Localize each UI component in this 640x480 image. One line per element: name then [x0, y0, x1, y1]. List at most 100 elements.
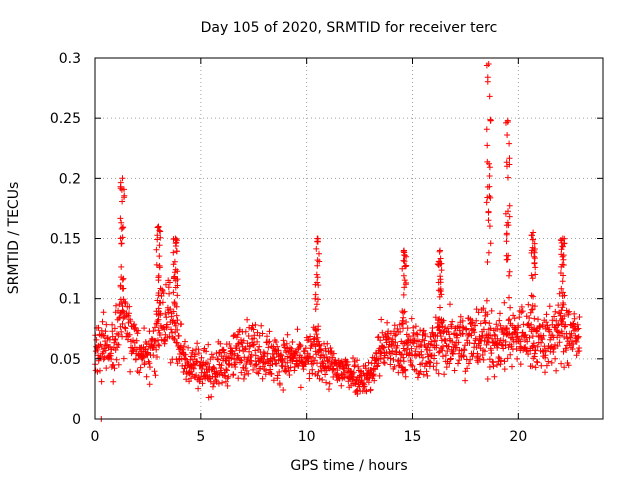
data-point — [154, 297, 161, 304]
data-point — [137, 364, 144, 371]
data-point — [400, 358, 407, 365]
data-point — [182, 338, 188, 345]
data-point — [314, 238, 321, 245]
data-point — [119, 320, 126, 327]
data-point — [401, 277, 408, 284]
data-point — [501, 358, 508, 365]
data-point — [412, 348, 419, 355]
data-point — [126, 331, 133, 338]
data-point — [484, 142, 491, 149]
data-point — [286, 372, 293, 378]
data-point — [539, 336, 546, 343]
data-point — [256, 343, 263, 350]
data-point — [338, 382, 345, 389]
data-point — [118, 240, 125, 247]
data-point — [573, 352, 580, 359]
data-point — [498, 341, 505, 348]
data-point — [315, 323, 322, 330]
data-point — [400, 354, 407, 361]
data-point — [543, 311, 550, 318]
data-point — [571, 315, 578, 322]
data-point — [360, 380, 366, 386]
data-point — [529, 306, 536, 313]
data-point — [225, 373, 232, 380]
data-point — [162, 310, 169, 317]
data-point — [522, 331, 529, 338]
data-point — [433, 360, 440, 367]
data-point — [528, 272, 535, 279]
data-point — [313, 331, 320, 338]
data-point — [231, 356, 238, 363]
data-point — [551, 313, 558, 320]
data-point — [334, 367, 341, 374]
data-point — [507, 351, 514, 358]
data-point — [316, 375, 323, 382]
data-point — [455, 360, 461, 367]
data-point — [558, 285, 565, 292]
data-point — [517, 338, 524, 345]
data-point — [317, 363, 324, 370]
data-point — [117, 215, 124, 222]
data-point — [378, 316, 385, 323]
data-point — [152, 324, 158, 331]
data-point — [462, 377, 469, 384]
data-point — [420, 371, 427, 378]
y-axis-label: SRMTID / TECUs — [6, 182, 22, 295]
data-point — [171, 336, 178, 342]
data-point — [485, 249, 492, 256]
data-point — [323, 379, 330, 386]
data-point — [401, 247, 407, 254]
data-point — [570, 341, 577, 347]
data-point — [509, 336, 516, 343]
x-axis-label: GPS time / hours — [290, 458, 407, 474]
data-point — [195, 350, 202, 357]
data-point — [437, 276, 444, 283]
data-point — [503, 231, 510, 238]
y-tick-label: 0.15 — [50, 232, 81, 248]
data-point — [447, 355, 454, 362]
data-point — [157, 332, 163, 338]
data-point — [322, 371, 329, 378]
data-point — [560, 289, 566, 296]
data-point — [574, 326, 581, 333]
data-point — [143, 373, 150, 380]
tick-labels: 0 5 10 15 20 0 0.05 0.1 0.15 0.2 0.25 0.3 — [50, 51, 527, 445]
data-point — [550, 345, 557, 351]
y-tick-label: 0 — [72, 412, 81, 428]
data-point — [121, 186, 127, 193]
data-point — [556, 339, 563, 346]
data-point — [174, 317, 181, 324]
data-point — [119, 276, 126, 283]
data-point — [525, 351, 532, 358]
data-point — [242, 345, 249, 352]
y-tick-label: 0.05 — [50, 352, 81, 368]
data-point — [434, 261, 441, 267]
data-point — [330, 365, 337, 372]
data-point — [220, 346, 227, 353]
data-point — [562, 321, 569, 328]
data-point — [103, 321, 110, 328]
data-point — [484, 311, 491, 318]
data-point — [404, 346, 411, 353]
data-point — [431, 352, 438, 359]
data-point — [519, 308, 526, 315]
data-point — [369, 372, 376, 379]
data-point — [398, 363, 405, 370]
data-point — [506, 330, 513, 337]
data-point — [494, 325, 501, 332]
data-point — [505, 344, 512, 351]
data-point — [365, 359, 372, 366]
data-point — [575, 333, 582, 340]
data-point — [280, 337, 287, 344]
data-point — [560, 262, 567, 268]
data-point — [468, 332, 475, 339]
data-point — [482, 319, 489, 326]
data-point — [165, 284, 172, 291]
data-point — [154, 354, 160, 360]
data-point — [486, 164, 493, 171]
data-point — [241, 371, 248, 378]
data-point — [400, 272, 407, 279]
data-point — [101, 333, 108, 339]
data-point — [435, 370, 442, 377]
